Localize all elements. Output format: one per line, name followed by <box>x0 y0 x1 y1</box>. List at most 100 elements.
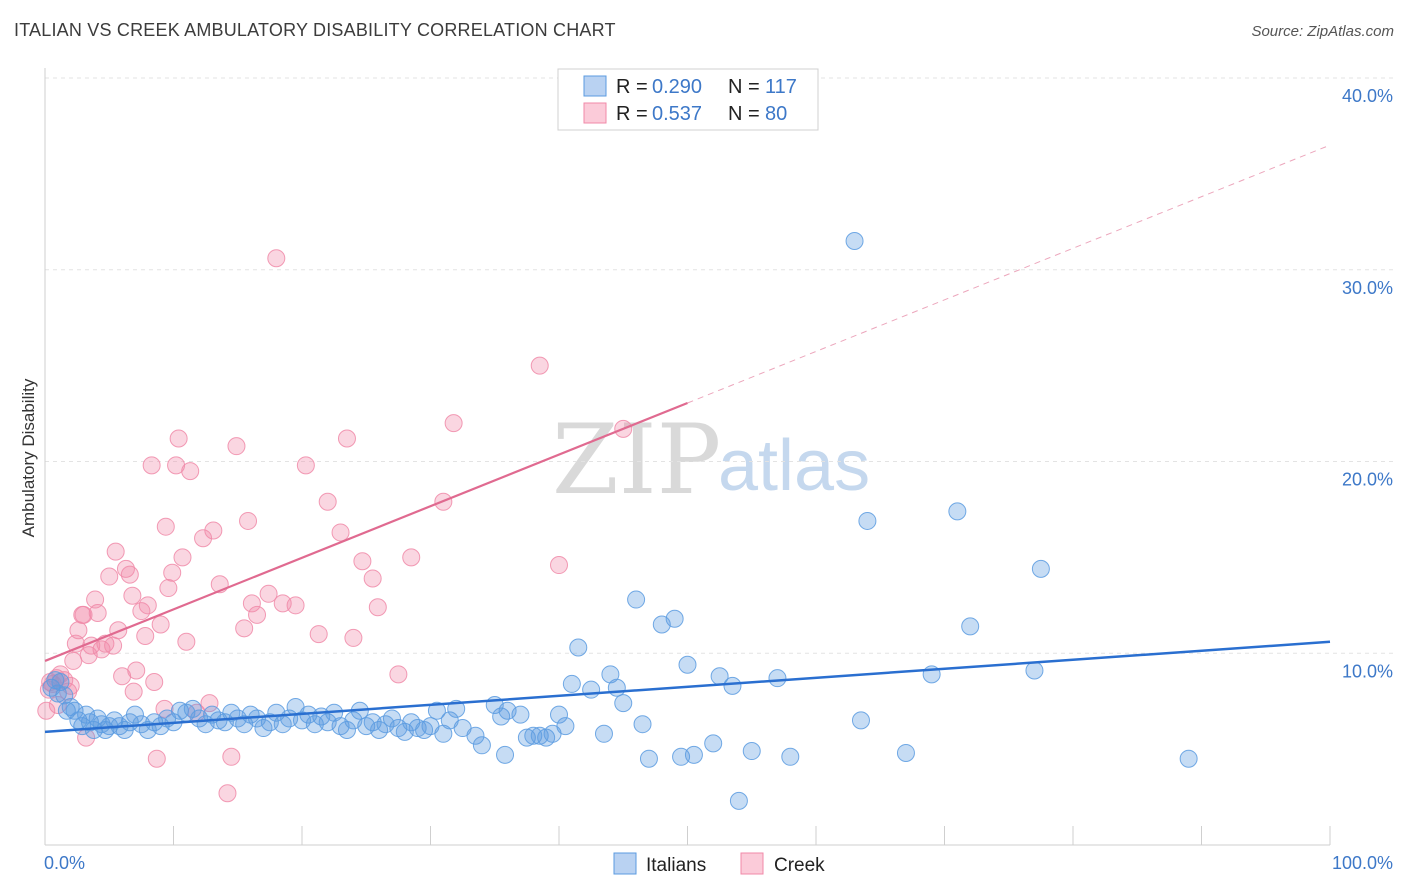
italians-point <box>633 715 652 734</box>
creek-point <box>353 552 372 571</box>
italians-point <box>472 736 491 755</box>
watermark-zip: ZIP <box>552 404 721 516</box>
creek-point <box>109 621 128 640</box>
creek-point <box>169 429 188 448</box>
italians-point <box>556 717 575 736</box>
italians-point <box>781 747 800 766</box>
bottom-legend-swatch-italians <box>613 852 637 875</box>
creek-point <box>159 579 178 598</box>
creek-point <box>106 542 125 561</box>
creek-point <box>550 556 568 575</box>
italians-point <box>427 701 446 720</box>
italians-point <box>569 638 588 657</box>
legend-r-value-creek: 0.537 <box>652 103 702 125</box>
italians-point <box>851 711 870 730</box>
italians-point <box>65 701 84 720</box>
creek-point <box>145 673 164 692</box>
italians-point <box>723 676 742 695</box>
creek-point <box>74 605 93 624</box>
creek-point <box>151 615 170 634</box>
italians-point <box>607 678 626 697</box>
italians-point <box>684 745 703 764</box>
creek-point <box>286 596 305 615</box>
creek-point <box>239 511 258 530</box>
italians-point <box>639 749 658 768</box>
chart-title: ITALIAN VS CREEK AMBULATORY DISABILITY C… <box>14 20 616 40</box>
legend-r-label-italians: R = <box>616 76 648 98</box>
italians-points <box>42 231 1198 810</box>
italians-point <box>511 705 530 724</box>
y-tick-label-40: 40.0% <box>1342 86 1393 106</box>
italians-point <box>961 617 980 636</box>
legend-r-value-italians: 0.290 <box>652 76 702 98</box>
italians-point <box>582 680 601 699</box>
bottom-legend-swatch-creek <box>740 852 764 875</box>
creek-point <box>194 529 213 548</box>
creek-point <box>86 590 105 609</box>
creek-point <box>337 429 356 448</box>
italians-point <box>948 502 967 521</box>
creek-point <box>88 603 107 622</box>
creek-point <box>389 665 408 684</box>
italians-point <box>382 709 401 728</box>
creek-point <box>363 569 382 588</box>
italians-point <box>678 655 697 674</box>
italians-point <box>1031 559 1050 578</box>
creek-point <box>147 749 166 768</box>
creek-point <box>368 598 387 617</box>
creek-point <box>138 596 157 615</box>
legend-swatch-creek <box>583 102 607 124</box>
italians-point <box>768 669 787 688</box>
creek-point <box>136 626 155 645</box>
creek-point <box>120 565 139 584</box>
italians-point <box>665 609 684 628</box>
bottom-legend-italians: Italians <box>646 855 706 876</box>
y-tick-label-10: 10.0% <box>1342 661 1393 681</box>
creek-point <box>163 563 182 582</box>
legend-n-value-creek: 80 <box>765 103 787 125</box>
creek-point <box>402 548 421 567</box>
legend-r-label-creek: R = <box>616 103 648 125</box>
creek-point <box>309 625 328 644</box>
creek-point <box>296 456 315 475</box>
creek-point <box>123 586 142 605</box>
creek-point <box>142 456 161 475</box>
italians-point <box>1025 661 1044 680</box>
creek-point <box>104 636 123 655</box>
italians-point <box>55 686 74 705</box>
italians-point <box>704 734 723 753</box>
italians-point <box>550 705 568 724</box>
italians-point <box>627 590 646 609</box>
creek-point <box>267 249 286 268</box>
x-tick-label-max: 100.0% <box>1332 853 1393 873</box>
creek-point <box>156 517 175 536</box>
italians-point <box>562 674 581 693</box>
creek-trend-extension <box>687 144 1331 404</box>
legend-n-value-italians: 117 <box>765 76 797 98</box>
italians-point <box>845 231 864 250</box>
tick-labels: 10.0% 20.0% 30.0% 40.0% 0.0% 100.0% <box>44 86 1393 873</box>
italians-point <box>48 684 67 703</box>
italians-point <box>337 720 356 739</box>
y-tick-label-20: 20.0% <box>1342 470 1393 490</box>
axes <box>44 68 1331 846</box>
creek-point <box>181 462 200 481</box>
creek-point <box>37 701 56 720</box>
creek-point <box>248 605 267 624</box>
italians-point <box>1179 749 1198 768</box>
creek-point <box>124 682 143 701</box>
italians-point <box>614 694 633 713</box>
watermark-atlas: atlas <box>718 426 870 506</box>
legend-n-label-italians: N = <box>728 76 760 98</box>
italians-point <box>896 743 915 762</box>
creek-point <box>218 784 237 803</box>
creek-point <box>331 523 350 542</box>
italians-point <box>496 745 515 764</box>
y-tick-label-30: 30.0% <box>1342 278 1393 298</box>
creek-point <box>318 492 337 511</box>
italians-point <box>594 724 613 743</box>
creek-point <box>444 414 463 433</box>
italians-point <box>729 791 748 810</box>
creek-point <box>127 661 146 680</box>
